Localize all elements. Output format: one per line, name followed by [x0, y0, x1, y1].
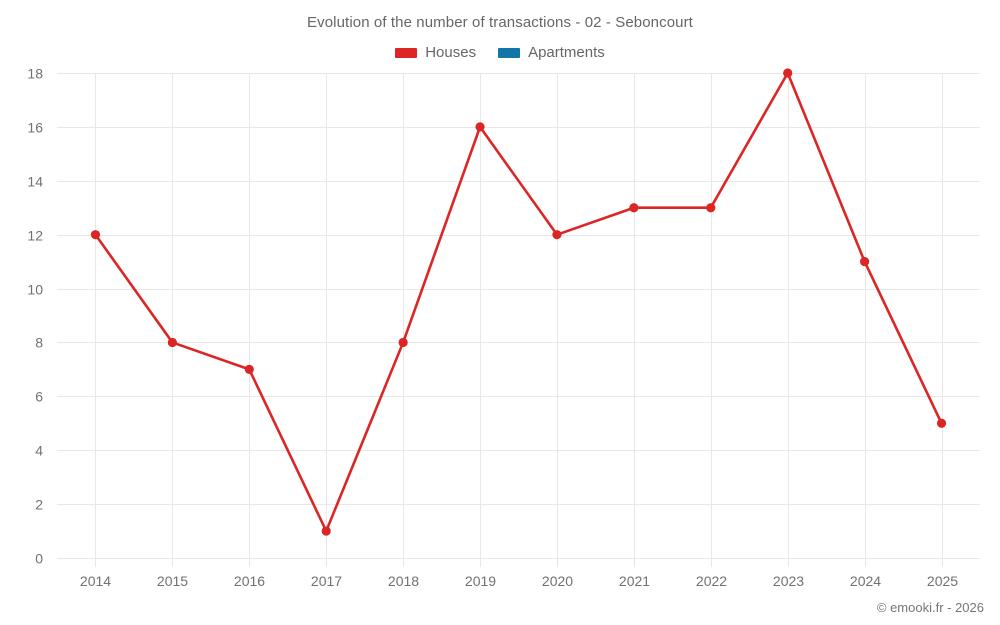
data-point-houses[interactable] [321, 526, 331, 536]
data-point-houses[interactable] [629, 203, 639, 213]
y-axis-tick-label: 0 [35, 551, 43, 567]
y-axis-tick-label: 12 [27, 228, 43, 244]
data-point-houses[interactable] [398, 337, 408, 348]
y-axis-tick-label: 18 [27, 66, 43, 82]
y-axis-tick-label: 10 [27, 282, 43, 298]
data-point-houses[interactable] [552, 230, 562, 240]
data-point-houses[interactable] [90, 230, 101, 240]
x-axis-tick-label: 2019 [465, 573, 496, 589]
data-point-houses[interactable] [936, 418, 947, 428]
legend-label-apartments: Apartments [528, 44, 605, 61]
y-axis-tick-label: 6 [35, 389, 43, 405]
x-axis-tick-label: 2015 [157, 573, 188, 589]
y-axis-tick-label: 8 [35, 335, 43, 351]
x-axis-tick-label: 2024 [850, 573, 881, 589]
chart-legend: Houses Apartments [0, 45, 1000, 60]
y-axis-tick-label: 14 [27, 174, 43, 190]
data-point-houses[interactable] [244, 364, 254, 374]
x-axis-tick-label: 2020 [542, 573, 573, 589]
data-point-houses[interactable] [783, 68, 793, 78]
chart-title: Evolution of the number of transactions … [307, 14, 693, 31]
data-point-houses[interactable] [860, 257, 870, 267]
x-axis-tick-label: 2022 [696, 573, 727, 589]
x-axis-tick-label: 2025 [927, 573, 958, 589]
legend-item-houses[interactable]: Houses [395, 45, 476, 60]
data-point-houses[interactable] [706, 203, 716, 213]
legend-item-apartments[interactable]: Apartments [498, 45, 605, 60]
x-axis-tick-label: 2021 [619, 573, 650, 589]
x-axis-tick-label: 2016 [234, 573, 265, 589]
y-axis-tick-label: 16 [27, 120, 43, 136]
credit-footer: © emooki.fr - 2026 [876, 600, 984, 615]
y-axis-tick-label: 2 [35, 497, 43, 513]
legend-swatch-apartments [498, 47, 521, 58]
data-point-houses[interactable] [167, 337, 177, 348]
x-axis-tick-label: 2014 [80, 573, 111, 589]
legend-label-houses: Houses [425, 44, 477, 61]
x-axis-tick-label: 2018 [388, 573, 419, 589]
data-point-houses[interactable] [475, 122, 485, 132]
legend-swatch-houses [395, 47, 418, 58]
series-line-houses [94, 71, 943, 533]
x-axis-tick-label: 2023 [773, 573, 804, 589]
y-axis-tick-label: 4 [35, 443, 43, 459]
x-axis-tick-label: 2017 [311, 573, 342, 589]
